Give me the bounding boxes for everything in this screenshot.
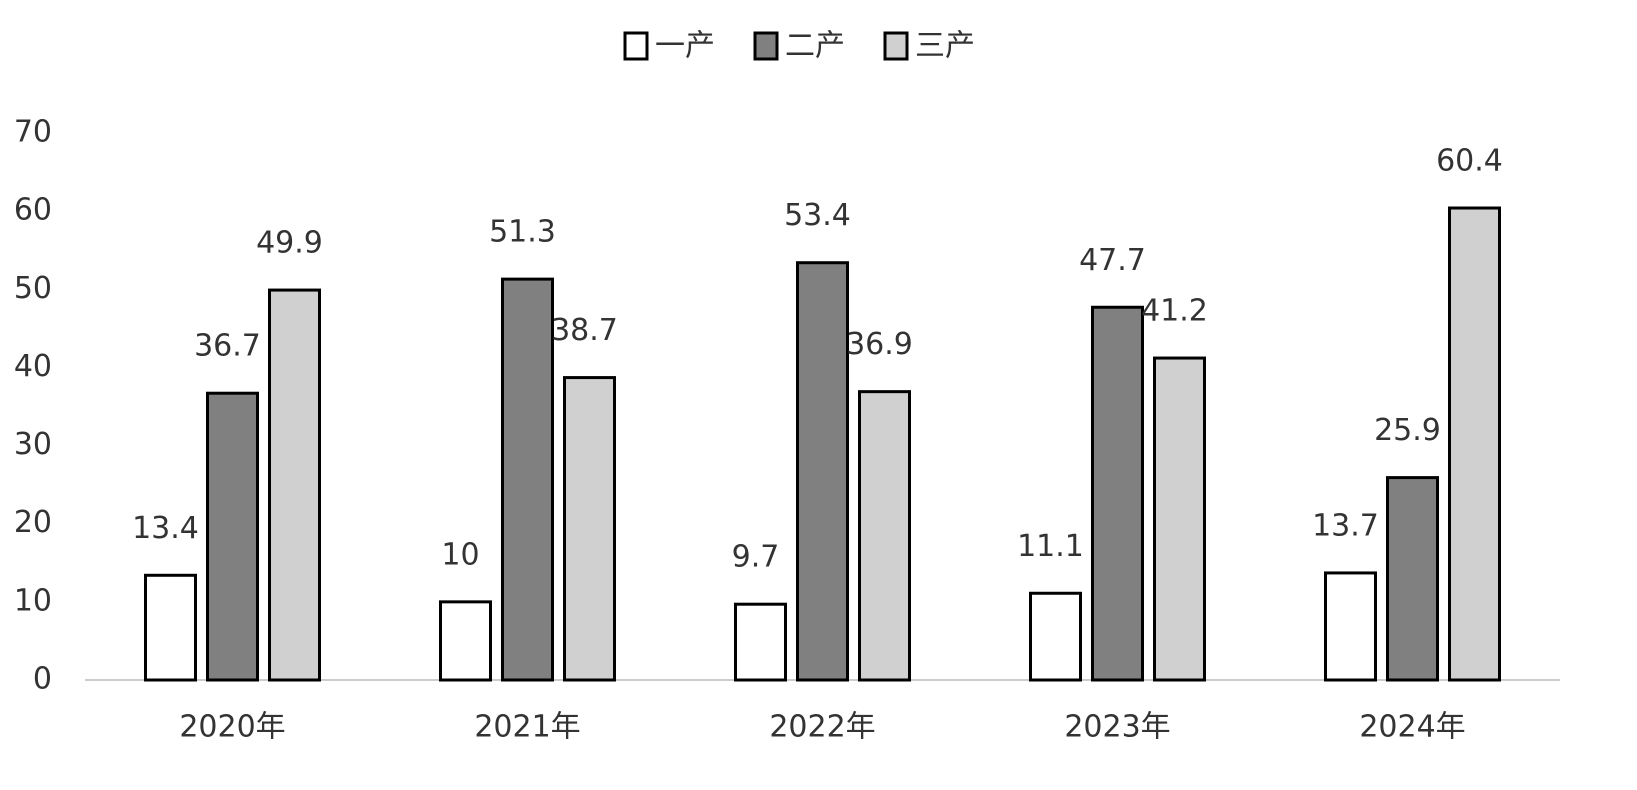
bar: [501, 277, 554, 682]
bar: [1153, 356, 1206, 682]
bar: [1091, 305, 1144, 682]
value-label: 13.7: [1312, 508, 1379, 543]
legend-label: 二产: [785, 29, 845, 64]
value-label: 51.3: [489, 215, 556, 250]
y-tick-label: 30: [14, 427, 52, 462]
value-label: 13.4: [132, 511, 199, 546]
bar: [858, 390, 911, 682]
legend-swatch: [883, 31, 909, 61]
legend-swatch: [753, 31, 779, 61]
value-label: 36.9: [846, 327, 913, 362]
value-label: 49.9: [256, 226, 323, 261]
x-tick-label: 2023年: [1064, 710, 1170, 745]
bar: [268, 288, 321, 682]
legend-label: 一产: [655, 29, 715, 64]
value-label: 41.2: [1141, 294, 1208, 329]
bar: [1029, 591, 1082, 682]
value-label: 25.9: [1374, 413, 1441, 448]
value-label: 9.7: [732, 540, 780, 575]
y-tick-label: 0: [33, 662, 52, 697]
value-label: 10: [441, 537, 479, 572]
y-tick-label: 70: [14, 115, 52, 150]
value-label: 47.7: [1079, 243, 1146, 278]
bar: [734, 602, 787, 682]
y-tick-label: 50: [14, 271, 52, 306]
bar: [144, 573, 197, 682]
value-label: 53.4: [784, 198, 851, 233]
bar: [1386, 476, 1439, 682]
bar: [1448, 206, 1501, 682]
bar: [796, 261, 849, 682]
x-tick-label: 2020年: [179, 710, 285, 745]
y-tick-label: 20: [14, 505, 52, 540]
value-label: 11.1: [1017, 529, 1084, 564]
bar: [1324, 571, 1377, 682]
legend-label: 三产: [915, 29, 975, 64]
y-tick-label: 10: [14, 583, 52, 618]
y-tick-label: 40: [14, 349, 52, 384]
bar: [206, 391, 259, 682]
x-tick-label: 2022年: [769, 710, 875, 745]
value-label: 36.7: [194, 329, 261, 364]
y-tick-label: 60: [14, 193, 52, 228]
x-tick-label: 2021年: [474, 710, 580, 745]
legend-swatch: [623, 31, 649, 61]
bar: [439, 600, 492, 682]
bar: [563, 376, 616, 682]
value-label: 60.4: [1436, 144, 1503, 179]
value-label: 38.7: [551, 313, 618, 348]
x-tick-label: 2024年: [1359, 710, 1465, 745]
